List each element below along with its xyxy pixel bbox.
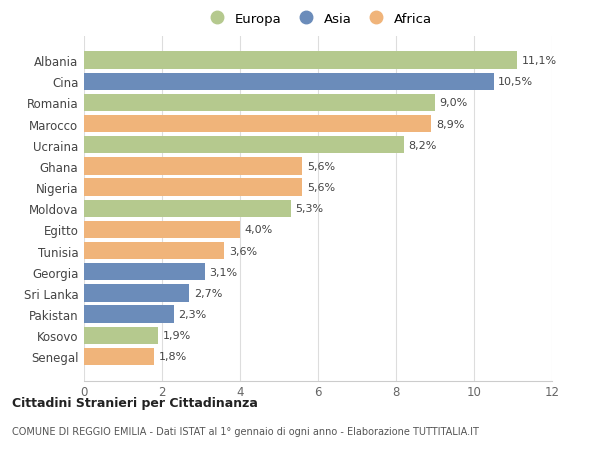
Text: 4,0%: 4,0% — [245, 225, 273, 235]
Bar — [84, 73, 493, 91]
Bar — [84, 179, 302, 196]
Bar — [84, 242, 224, 260]
Bar — [84, 285, 190, 302]
Text: 11,1%: 11,1% — [521, 56, 557, 66]
Text: 3,1%: 3,1% — [209, 267, 238, 277]
Bar — [84, 200, 290, 218]
Text: 5,6%: 5,6% — [307, 183, 335, 193]
Text: 5,3%: 5,3% — [295, 204, 323, 214]
Bar — [84, 52, 517, 70]
Bar — [84, 137, 404, 154]
Text: 5,6%: 5,6% — [307, 162, 335, 172]
Text: Cittadini Stranieri per Cittadinanza: Cittadini Stranieri per Cittadinanza — [12, 396, 258, 409]
Bar — [84, 306, 174, 323]
Text: 1,8%: 1,8% — [159, 352, 187, 362]
Bar — [84, 327, 158, 344]
Text: 2,7%: 2,7% — [194, 288, 223, 298]
Bar — [84, 116, 431, 133]
Bar — [84, 221, 240, 239]
Text: 9,0%: 9,0% — [440, 98, 468, 108]
Text: 8,9%: 8,9% — [436, 119, 464, 129]
Text: 10,5%: 10,5% — [498, 77, 533, 87]
Text: 2,3%: 2,3% — [178, 309, 206, 319]
Text: COMUNE DI REGGIO EMILIA - Dati ISTAT al 1° gennaio di ogni anno - Elaborazione T: COMUNE DI REGGIO EMILIA - Dati ISTAT al … — [12, 426, 479, 436]
Text: 1,9%: 1,9% — [163, 330, 191, 341]
Text: 3,6%: 3,6% — [229, 246, 257, 256]
Legend: Europa, Asia, Africa: Europa, Asia, Africa — [200, 9, 436, 30]
Bar — [84, 158, 302, 175]
Text: 8,2%: 8,2% — [409, 140, 437, 151]
Bar — [84, 348, 154, 365]
Bar — [84, 263, 205, 281]
Bar — [84, 95, 435, 112]
